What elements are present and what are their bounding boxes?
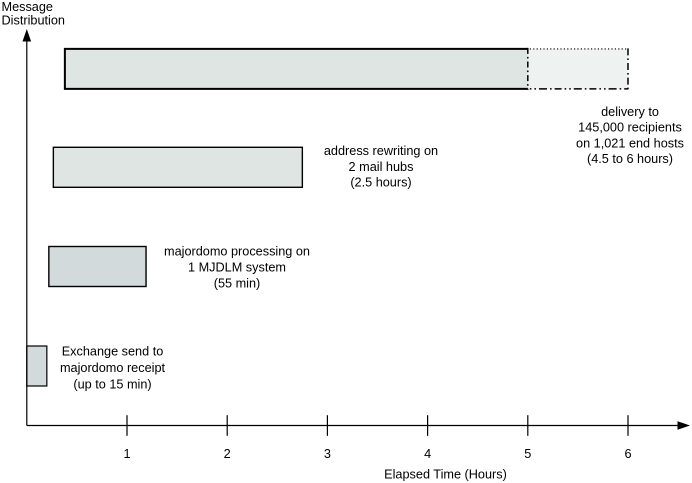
bar-address-rewriting-label-line-1: address rewriting on [324,144,438,158]
bar-delivery-extension [527,48,628,89]
bar-delivery-border [63,47,528,90]
x-tick-label-1: 1 [123,447,130,461]
x-tick-label-4: 4 [424,447,431,461]
bar-address-rewriting-label-line-3: (2.5 hours) [350,176,411,190]
bar-delivery-label-line-2: 145,000 recipients [578,121,682,135]
bar-address-rewriting [52,146,304,189]
bar-delivery-label-line-1: delivery to [601,105,659,119]
x-tick-label-6: 6 [624,447,631,461]
bar-address-rewriting-label-line-2: 2 mail hubs [349,160,414,174]
bar-majordomo-processing-label-line-3: (55 min) [214,277,261,291]
bar-exchange-send [26,345,48,387]
x-axis-arrow-icon [677,421,690,430]
bar-delivery-label-line-3: on 1,021 end hosts [576,136,684,150]
y-axis-title-line-1: Message [2,0,53,14]
y-axis-arrow-icon [22,29,32,42]
axes-layer [22,29,690,436]
bar-exchange-send-label-line-1: Exchange send to [62,345,164,359]
x-tick-label-3: 3 [324,447,331,461]
bars-layer [26,47,629,387]
bar-majordomo-processing [48,245,147,288]
bar-delivery [64,48,528,89]
x-axis-title: Elapsed Time (Hours) [384,468,507,482]
x-tick-label-2: 2 [224,447,231,461]
bar-exchange-send-label-line-2: majordomo receipt [60,361,166,375]
bar-exchange-send-label-line-3: (up to 15 min) [73,378,151,392]
bar-majordomo-processing-label-line-1: majordomo processing on [164,245,310,259]
bar-majordomo-processing-label-line-2: 1 MJDLM system [188,261,286,275]
bar-delivery-label-line-4: (4.5 to 6 hours) [587,152,673,166]
y-axis-title-line-2: Distribution [2,14,65,28]
x-tick-label-5: 5 [524,447,531,461]
